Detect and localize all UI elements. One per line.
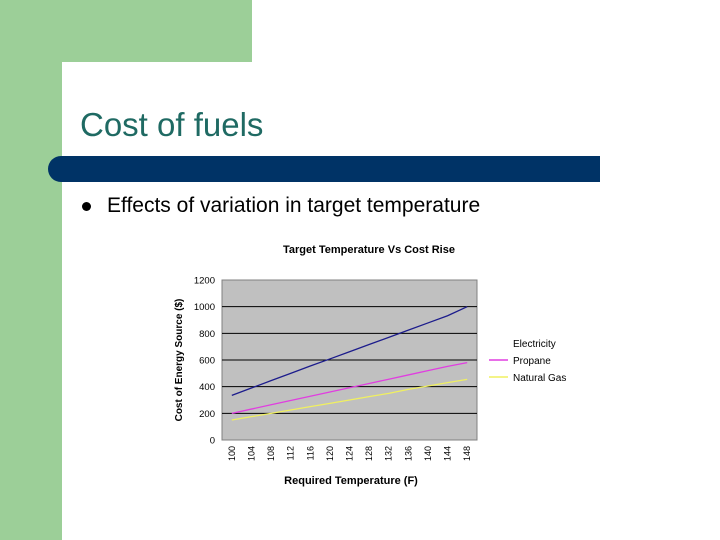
x-tick-label: 132: [384, 446, 394, 461]
series-line: [231, 306, 468, 396]
x-tick-label: 136: [403, 446, 413, 461]
x-tick-label: 108: [266, 446, 276, 461]
sidebar-left-band: [0, 0, 62, 540]
legend-label: Electricity: [513, 339, 556, 350]
x-tick-label: 104: [246, 446, 256, 461]
x-tick-label: 116: [305, 446, 315, 460]
bullet-icon: [82, 202, 91, 211]
slide-title: Cost of fuels: [80, 106, 264, 143]
x-tick-label: 144: [443, 446, 453, 461]
series-line: [231, 362, 468, 414]
y-tick-label: 1200: [194, 276, 215, 287]
x-axis-label: Required Temperature (F): [284, 475, 418, 487]
x-tick-label: 120: [325, 446, 335, 461]
x-tick-label: 148: [462, 446, 472, 461]
y-tick-label: 600: [199, 356, 215, 367]
series-line: [231, 378, 468, 421]
title-underline-bar: [48, 156, 600, 182]
x-tick-label: 112: [286, 446, 296, 460]
x-tick-label: 124: [345, 446, 355, 461]
x-tick-label: 140: [423, 446, 433, 461]
legend-label: Natural Gas: [513, 373, 566, 384]
chart-title: Target Temperature Vs Cost Rise: [283, 244, 455, 256]
bullet-text: Effects of variation in target temperatu…: [107, 194, 481, 217]
y-tick-label: 800: [199, 329, 215, 340]
x-tick-label: 128: [364, 446, 374, 461]
y-tick-label: 0: [210, 436, 215, 447]
y-tick-label: 400: [199, 382, 215, 393]
legend-label: Propane: [513, 356, 551, 367]
x-tick-label: 100: [227, 446, 237, 461]
y-tick-label: 200: [199, 409, 215, 420]
y-tick-label: 1000: [194, 302, 215, 313]
y-axis-label: Cost of Energy Source ($): [174, 299, 185, 422]
